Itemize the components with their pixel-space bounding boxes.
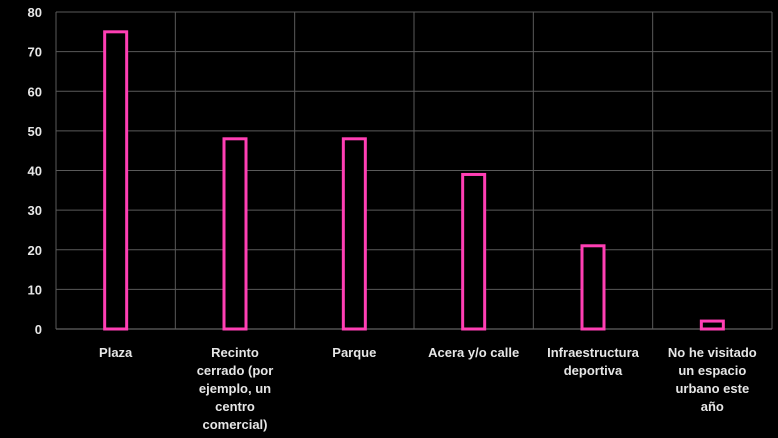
y-tick-label: 60 <box>28 84 42 99</box>
bar <box>461 172 487 331</box>
y-tick-label: 0 <box>35 322 42 337</box>
bar <box>222 137 248 331</box>
bar <box>699 319 725 331</box>
x-category-label: No he visitado un espacio urbano este año <box>668 345 757 414</box>
bar <box>341 137 367 331</box>
x-category-label: Infraestructura deportiva <box>547 345 640 378</box>
x-category-label: Recinto cerrado (por ejemplo, un centro come… <box>197 345 274 432</box>
y-axis-tick-labels: 0 10 20 30 40 50 60 70 80 <box>28 5 42 337</box>
bar <box>103 30 129 331</box>
y-tick-label: 70 <box>28 45 42 60</box>
x-category-label: Parque <box>332 345 376 360</box>
y-tick-label: 30 <box>28 203 42 218</box>
bar <box>580 244 606 331</box>
x-category-label: Acera y/o calle <box>428 345 519 360</box>
bar-layer <box>103 30 725 331</box>
y-tick-label: 50 <box>28 124 42 139</box>
x-category-label: Plaza <box>99 345 133 360</box>
grid-layer <box>55 11 773 330</box>
y-tick-label: 80 <box>28 5 42 20</box>
y-tick-label: 20 <box>28 243 42 258</box>
x-axis-category-labels: Plaza Recinto cerrado (por ejemplo, un centr… <box>99 345 757 432</box>
y-tick-label: 40 <box>28 164 42 179</box>
y-tick-label: 10 <box>28 282 42 297</box>
